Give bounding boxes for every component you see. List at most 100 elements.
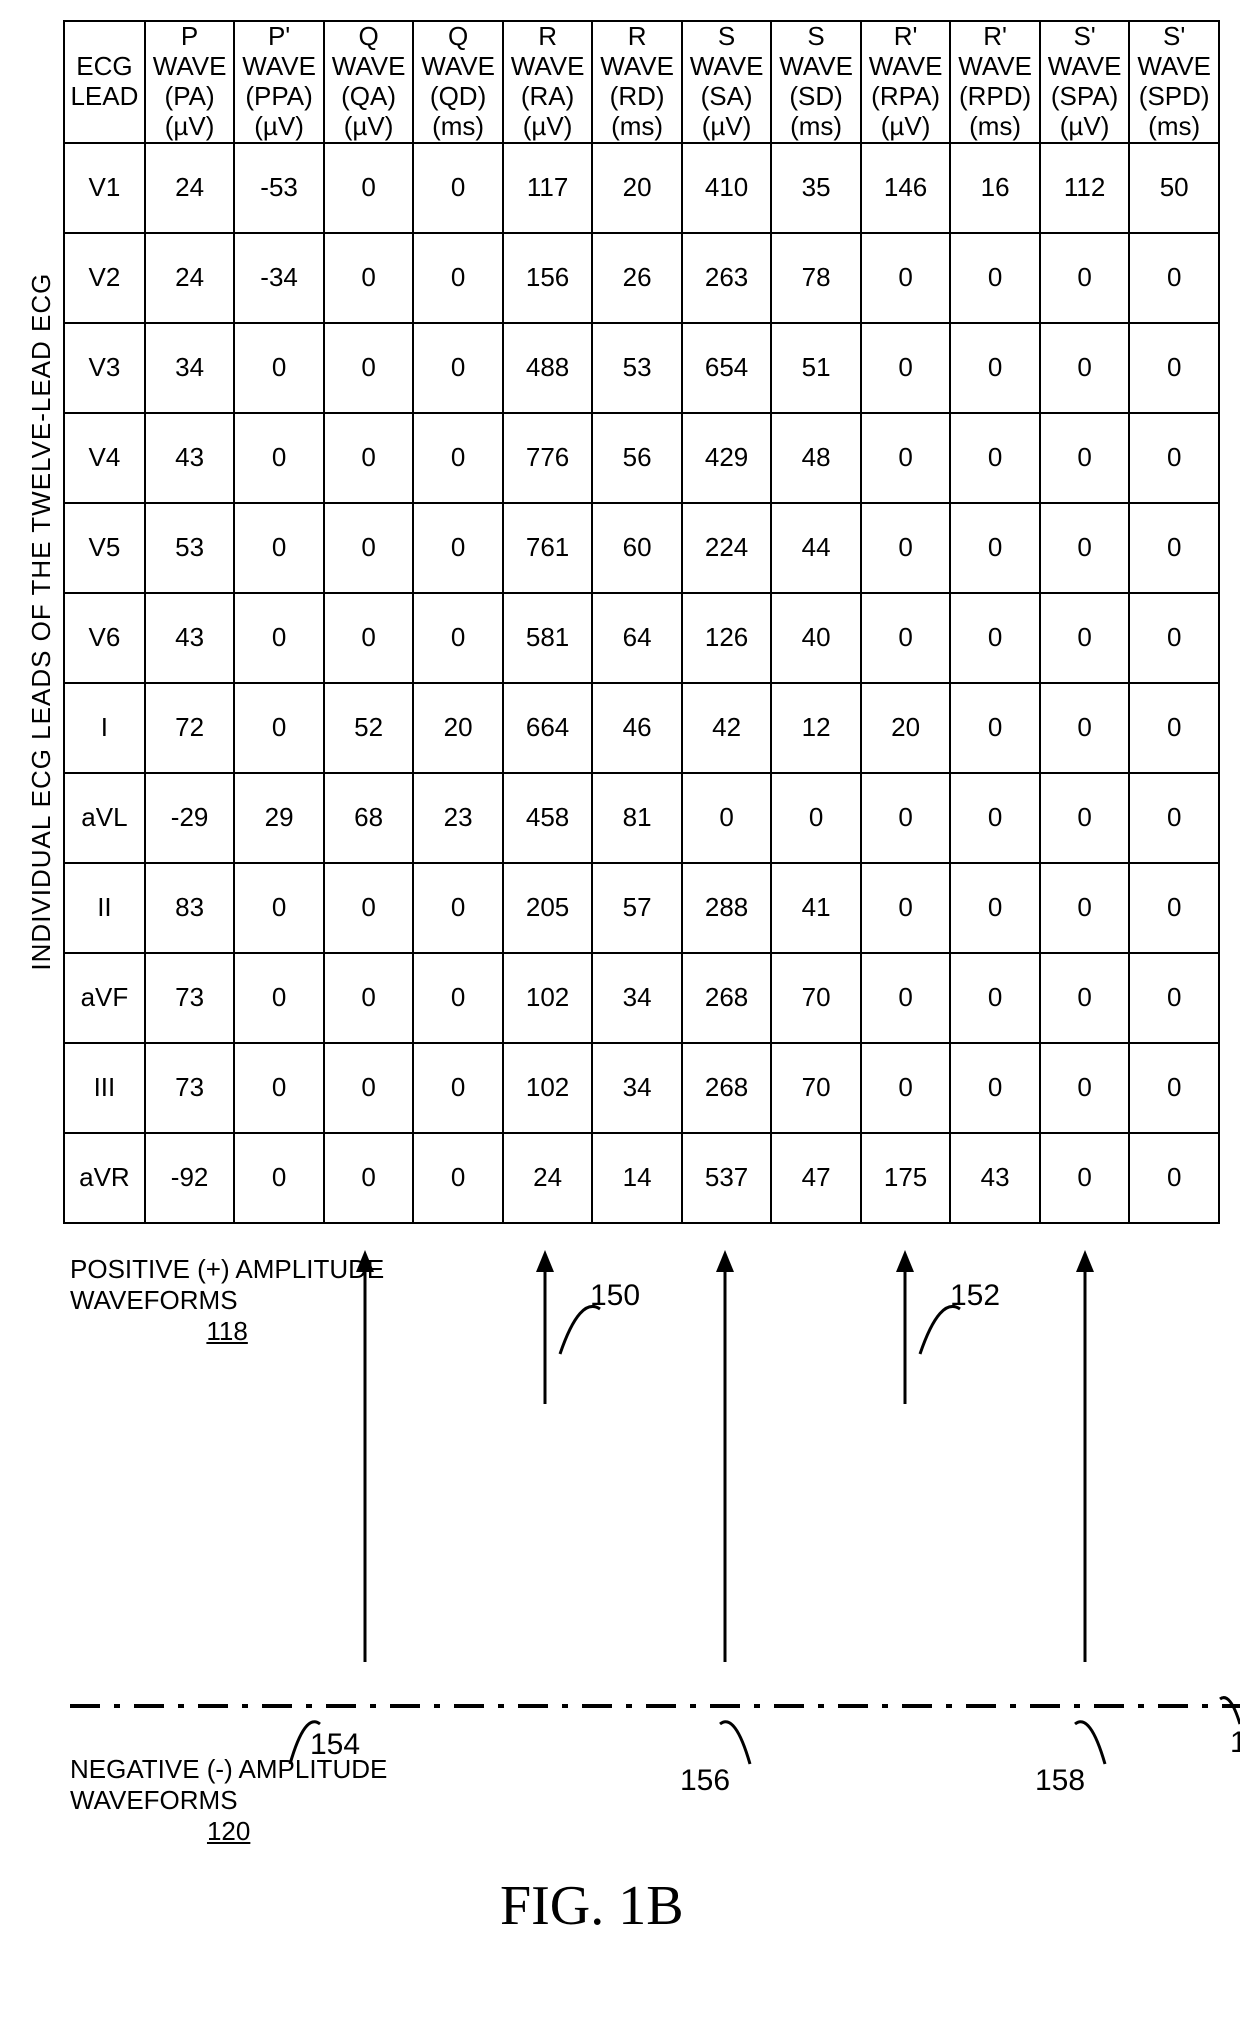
table-cell: I bbox=[64, 683, 145, 773]
table-cell: 0 bbox=[324, 953, 414, 1043]
table-cell: 0 bbox=[950, 413, 1040, 503]
table-cell: aVR bbox=[64, 1133, 145, 1223]
table-cell: 48 bbox=[771, 413, 861, 503]
table-cell: 0 bbox=[861, 1043, 951, 1133]
table-cell: 0 bbox=[1040, 773, 1130, 863]
table-cell: 0 bbox=[1040, 1133, 1130, 1223]
table-cell: 40 bbox=[771, 593, 861, 683]
table-cell: 56 bbox=[592, 413, 682, 503]
table-cell: V5 bbox=[64, 503, 145, 593]
column-header: R' WAVE(RPD) (ms) bbox=[950, 21, 1040, 143]
table-cell: 73 bbox=[145, 953, 235, 1043]
table-cell: V6 bbox=[64, 593, 145, 683]
table-cell: V1 bbox=[64, 143, 145, 233]
table-cell: 0 bbox=[771, 773, 861, 863]
table-cell: 0 bbox=[950, 683, 1040, 773]
table-cell: 0 bbox=[324, 233, 414, 323]
table-cell: 64 bbox=[592, 593, 682, 683]
table-cell: 0 bbox=[413, 503, 503, 593]
table-cell: 146 bbox=[861, 143, 951, 233]
table-cell: V4 bbox=[64, 413, 145, 503]
table-cell: 410 bbox=[682, 143, 772, 233]
table-cell: 0 bbox=[1040, 233, 1130, 323]
table-cell: 0 bbox=[413, 413, 503, 503]
table-cell: 70 bbox=[771, 1043, 861, 1133]
table-cell: 0 bbox=[1040, 593, 1130, 683]
table-cell: 0 bbox=[1040, 863, 1130, 953]
table-cell: 0 bbox=[950, 773, 1040, 863]
side-axis-label: INDIVIDUAL ECG LEADS OF THE TWELVE-LEAD … bbox=[20, 20, 63, 1224]
table-cell: 268 bbox=[682, 1043, 772, 1133]
column-header: P WAVE(PA) (µV) bbox=[145, 21, 235, 143]
table-cell: 72 bbox=[145, 683, 235, 773]
table-cell: 102 bbox=[503, 953, 593, 1043]
table-cell: 205 bbox=[503, 863, 593, 953]
table-cell: 0 bbox=[324, 143, 414, 233]
table-cell: 52 bbox=[324, 683, 414, 773]
column-header: Q WAVE(QA) (µV) bbox=[324, 21, 414, 143]
table-cell: 664 bbox=[503, 683, 593, 773]
table-row: V55300076160224440000 bbox=[64, 503, 1219, 593]
table-cell: 0 bbox=[950, 503, 1040, 593]
table-cell: -53 bbox=[234, 143, 324, 233]
table-cell: 0 bbox=[861, 503, 951, 593]
table-cell: -34 bbox=[234, 233, 324, 323]
table-row: III7300010234268700000 bbox=[64, 1043, 1219, 1133]
table-cell: 0 bbox=[1040, 503, 1130, 593]
table-cell: 268 bbox=[682, 953, 772, 1043]
table-row: V224-340015626263780000 bbox=[64, 233, 1219, 323]
column-header: R' WAVE(RPA) (µV) bbox=[861, 21, 951, 143]
table-cell: 0 bbox=[861, 863, 951, 953]
table-cell: 112 bbox=[1040, 143, 1130, 233]
table-cell: 0 bbox=[950, 233, 1040, 323]
table-cell: 0 bbox=[861, 233, 951, 323]
table-cell: 34 bbox=[592, 1043, 682, 1133]
table-row: II8300020557288410000 bbox=[64, 863, 1219, 953]
table-row: I720522066446421220000 bbox=[64, 683, 1219, 773]
table-cell: 126 bbox=[682, 593, 772, 683]
table-cell: 0 bbox=[234, 503, 324, 593]
table-cell: 488 bbox=[503, 323, 593, 413]
table-cell: 24 bbox=[503, 1133, 593, 1223]
table-cell: 0 bbox=[234, 1133, 324, 1223]
column-header: ECGLEAD bbox=[64, 21, 145, 143]
table-row: V124-530011720410351461611250 bbox=[64, 143, 1219, 233]
table-cell: 102 bbox=[503, 1043, 593, 1133]
table-cell: 224 bbox=[682, 503, 772, 593]
table-cell: 70 bbox=[771, 953, 861, 1043]
table-cell: 46 bbox=[592, 683, 682, 773]
table-cell: 43 bbox=[145, 413, 235, 503]
table-cell: 81 bbox=[592, 773, 682, 863]
table-header-row: ECGLEADP WAVE(PA) (µV)P' WAVE(PPA) (µV)Q… bbox=[64, 21, 1219, 143]
table-cell: aVF bbox=[64, 953, 145, 1043]
table-cell: 429 bbox=[682, 413, 772, 503]
table-cell: 12 bbox=[771, 683, 861, 773]
table-cell: V3 bbox=[64, 323, 145, 413]
ecg-table: ECGLEADP WAVE(PA) (µV)P' WAVE(PPA) (µV)Q… bbox=[63, 20, 1220, 1224]
table-cell: 47 bbox=[771, 1133, 861, 1223]
table-cell: 53 bbox=[145, 503, 235, 593]
table-cell: 776 bbox=[503, 413, 593, 503]
table-cell: 0 bbox=[1129, 683, 1219, 773]
table-cell: 0 bbox=[324, 1043, 414, 1133]
table-cell: 0 bbox=[324, 593, 414, 683]
table-cell: 20 bbox=[861, 683, 951, 773]
table-cell: 0 bbox=[324, 503, 414, 593]
table-cell: 34 bbox=[145, 323, 235, 413]
column-header: P' WAVE(PPA) (µV) bbox=[234, 21, 324, 143]
table-cell: 0 bbox=[234, 863, 324, 953]
table-cell: 0 bbox=[950, 323, 1040, 413]
table-cell: 34 bbox=[592, 953, 682, 1043]
table-cell: 16 bbox=[950, 143, 1040, 233]
table-cell: 0 bbox=[950, 1043, 1040, 1133]
table-cell: 14 bbox=[592, 1133, 682, 1223]
table-cell: 0 bbox=[1129, 773, 1219, 863]
table-cell: 761 bbox=[503, 503, 593, 593]
table-cell: 0 bbox=[950, 863, 1040, 953]
table-cell: 0 bbox=[861, 323, 951, 413]
table-cell: 73 bbox=[145, 1043, 235, 1133]
table-cell: 29 bbox=[234, 773, 324, 863]
table-cell: 0 bbox=[324, 413, 414, 503]
table-cell: 24 bbox=[145, 143, 235, 233]
table-cell: 0 bbox=[1129, 953, 1219, 1043]
